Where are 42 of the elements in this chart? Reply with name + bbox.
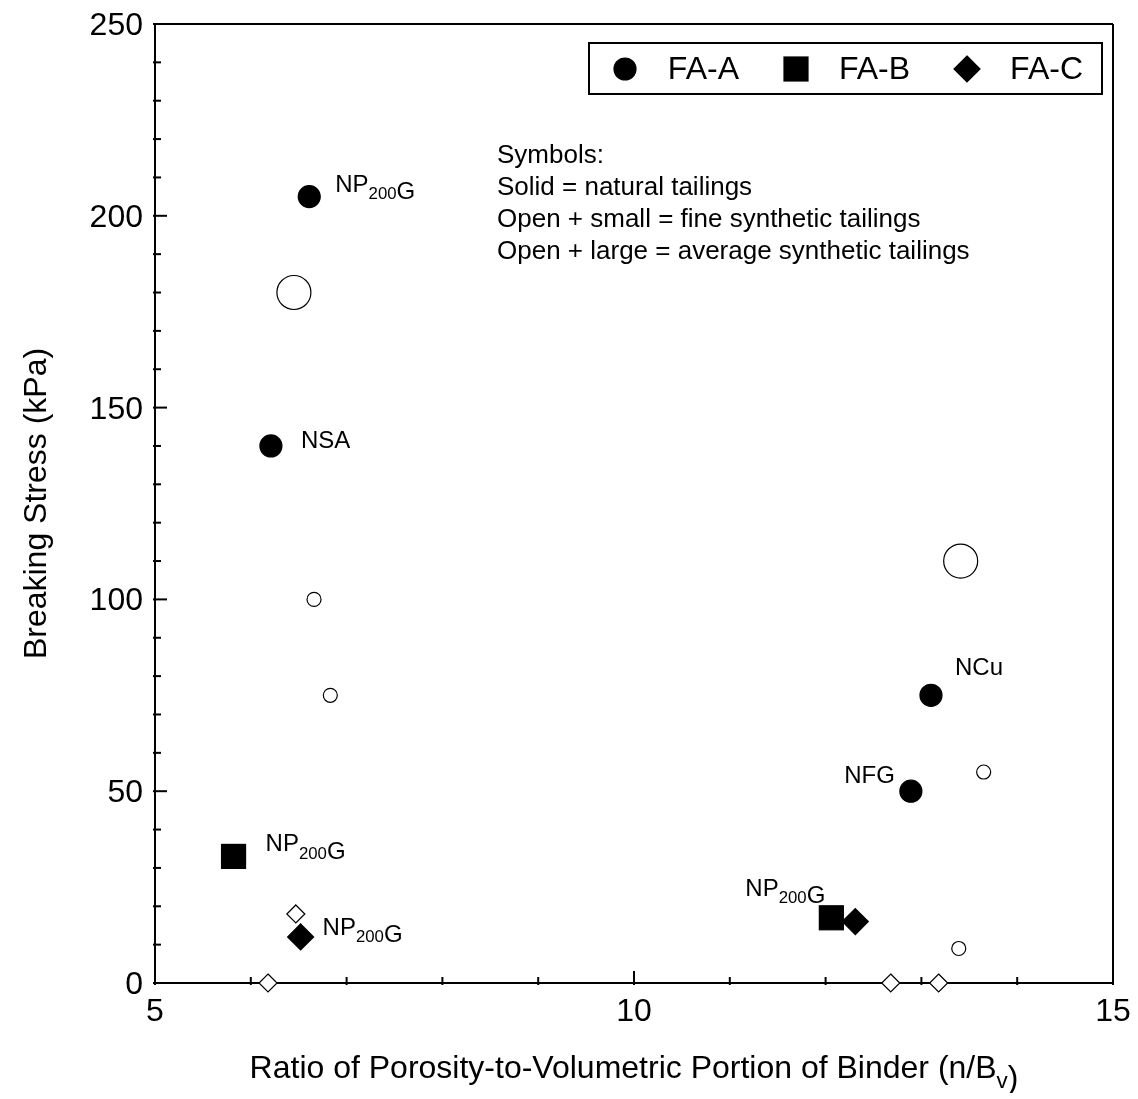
y-axis-title: Breaking Stress (kPa) [17,347,53,660]
annotation: NP$_{200}$G [745,873,826,908]
x-tick-label: 5 [146,992,164,1028]
annotation: NP$_{200}$G [322,912,403,948]
legend-label: FA-B [838,50,911,87]
point [929,973,949,993]
point [976,764,992,780]
y-tick-label: 250 [89,6,143,42]
point [220,843,247,870]
point [951,940,967,957]
annotation: NP$_{200}$G [335,169,416,204]
point [297,185,321,209]
y-tick-label: 100 [89,581,143,618]
annotation: NFG [844,761,895,789]
point [276,274,312,311]
point [943,543,979,579]
point [306,591,322,607]
point [322,687,338,703]
y-tick-label: 0 [125,965,143,1001]
y-tick-label: 150 [89,389,143,426]
point [919,683,943,707]
y-tick-label: 50 [107,773,143,810]
annotation: NP$_{200}$G [265,829,346,864]
annotation: Open + small = fine synthetic tailings [497,202,922,234]
point [899,779,923,803]
point [287,923,315,951]
point [286,904,306,924]
legend-label: FA-A [667,50,739,87]
annotation: NSA [300,425,351,453]
x-tick-label: 10 [616,992,652,1028]
y-tick-label: 200 [89,197,143,234]
x-tick-label: 15 [1095,992,1131,1028]
point [841,908,869,936]
point [818,905,844,931]
annotation: Open + large = average synthetic tailings [497,234,970,266]
point [259,434,283,458]
annotation: Solid = natural tailings [497,170,754,202]
point [881,973,901,993]
point [258,973,278,993]
legend-label: FA-C [1010,50,1083,87]
annotation: Symbols: [497,138,605,170]
annotation: NCu [954,653,1003,681]
